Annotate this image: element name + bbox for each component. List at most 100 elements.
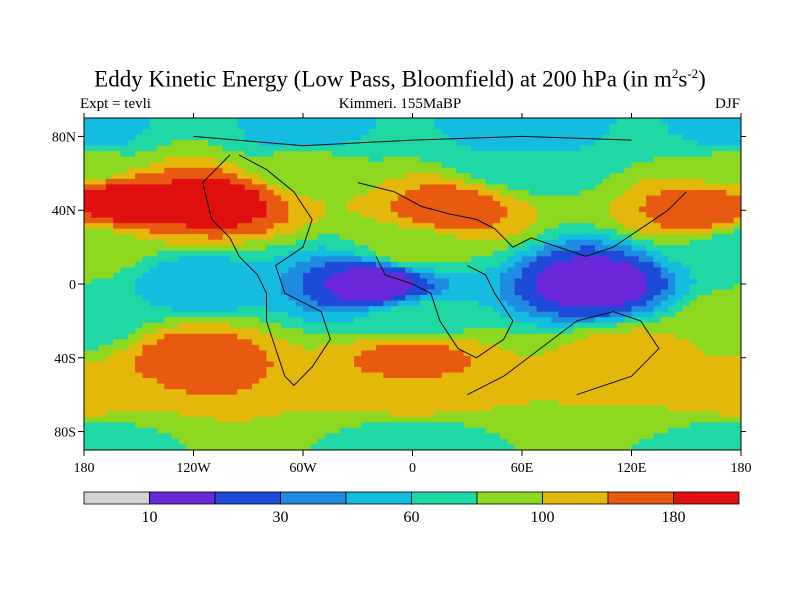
field-cell bbox=[434, 212, 443, 219]
field-cell bbox=[704, 339, 713, 346]
field-cell bbox=[624, 278, 633, 285]
field-cell bbox=[529, 201, 538, 208]
field-cell bbox=[441, 184, 450, 191]
field-cell bbox=[222, 378, 231, 385]
field-cell bbox=[354, 228, 362, 235]
field-cell bbox=[310, 162, 319, 169]
field-cell bbox=[303, 422, 311, 429]
field-cell bbox=[222, 239, 231, 246]
field-cell bbox=[565, 118, 574, 125]
field-cell bbox=[332, 317, 341, 324]
field-cell bbox=[463, 416, 472, 423]
field-cell bbox=[266, 261, 275, 268]
field-cell bbox=[711, 123, 720, 130]
field-cell bbox=[376, 422, 384, 429]
field-cell bbox=[376, 311, 384, 318]
field-cell bbox=[157, 383, 165, 390]
field-cell bbox=[98, 261, 107, 268]
field-cell bbox=[405, 217, 414, 224]
field-cell bbox=[273, 145, 282, 152]
field-cell bbox=[719, 411, 727, 418]
field-cell bbox=[303, 156, 311, 163]
field-cell bbox=[178, 400, 187, 407]
field-cell bbox=[449, 333, 457, 340]
field-cell bbox=[361, 383, 370, 390]
field-cell bbox=[186, 405, 195, 412]
field-cell bbox=[157, 311, 165, 318]
field-cell bbox=[135, 234, 143, 241]
field-cell bbox=[602, 267, 611, 274]
field-cell bbox=[405, 272, 414, 280]
field-cell bbox=[295, 245, 304, 252]
field-cell bbox=[478, 184, 487, 191]
field-cell bbox=[135, 201, 143, 208]
field-cell bbox=[215, 295, 224, 302]
field-cell bbox=[266, 333, 275, 340]
field-cell bbox=[638, 156, 647, 163]
field-cell bbox=[266, 184, 275, 191]
field-cell bbox=[383, 206, 392, 213]
field-cell bbox=[383, 383, 392, 390]
field-cell bbox=[295, 383, 304, 390]
field-cell bbox=[105, 234, 114, 241]
field-cell bbox=[215, 367, 224, 374]
field-cell bbox=[565, 289, 574, 296]
field-cell bbox=[149, 383, 158, 390]
field-cell bbox=[200, 284, 209, 291]
field-cell bbox=[98, 322, 107, 329]
field-cell bbox=[500, 223, 508, 230]
field-cell bbox=[449, 416, 457, 423]
field-cell bbox=[390, 123, 399, 130]
field-cell bbox=[354, 201, 362, 208]
field-cell bbox=[215, 306, 224, 313]
field-cell bbox=[127, 201, 136, 208]
field-cell bbox=[230, 212, 238, 219]
field-cell bbox=[244, 389, 253, 396]
field-cell bbox=[120, 173, 129, 180]
field-cell bbox=[514, 189, 523, 197]
field-cell bbox=[682, 245, 691, 252]
field-cell bbox=[646, 167, 654, 174]
field-cell bbox=[288, 306, 297, 313]
field-cell bbox=[390, 272, 399, 280]
field-cell bbox=[507, 355, 516, 363]
field-cell bbox=[135, 405, 143, 412]
field-cell bbox=[376, 134, 384, 141]
field-cell bbox=[84, 223, 92, 230]
field-cell bbox=[631, 361, 640, 368]
field-cell bbox=[500, 123, 508, 130]
field-cell bbox=[120, 162, 129, 169]
field-cell bbox=[273, 178, 282, 185]
field-cell bbox=[529, 344, 538, 351]
field-cell bbox=[616, 322, 625, 329]
field-cell bbox=[178, 416, 187, 423]
field-cell bbox=[332, 239, 341, 246]
field-cell bbox=[368, 162, 377, 169]
field-cell bbox=[441, 383, 450, 390]
field-cell bbox=[456, 400, 465, 407]
field-cell bbox=[397, 134, 406, 141]
field-cell bbox=[251, 184, 260, 191]
field-cell bbox=[193, 394, 202, 401]
field-cell bbox=[376, 250, 384, 257]
field-cell bbox=[178, 405, 187, 412]
field-cell bbox=[412, 289, 421, 296]
field-cell bbox=[354, 389, 362, 396]
field-cell bbox=[251, 416, 260, 423]
field-cell bbox=[397, 250, 406, 257]
field-cell bbox=[507, 284, 516, 291]
field-cell bbox=[244, 250, 253, 257]
field-cell bbox=[616, 389, 625, 396]
field-cell bbox=[288, 372, 297, 379]
field-cell bbox=[609, 234, 618, 241]
field-cell bbox=[492, 212, 501, 219]
field-cell bbox=[98, 162, 107, 169]
field-cell bbox=[573, 372, 581, 379]
field-cell bbox=[463, 378, 472, 385]
field-cell bbox=[492, 284, 501, 291]
field-cell bbox=[646, 129, 654, 136]
field-cell bbox=[354, 156, 362, 163]
field-cell bbox=[149, 228, 158, 235]
field-cell bbox=[186, 212, 195, 219]
